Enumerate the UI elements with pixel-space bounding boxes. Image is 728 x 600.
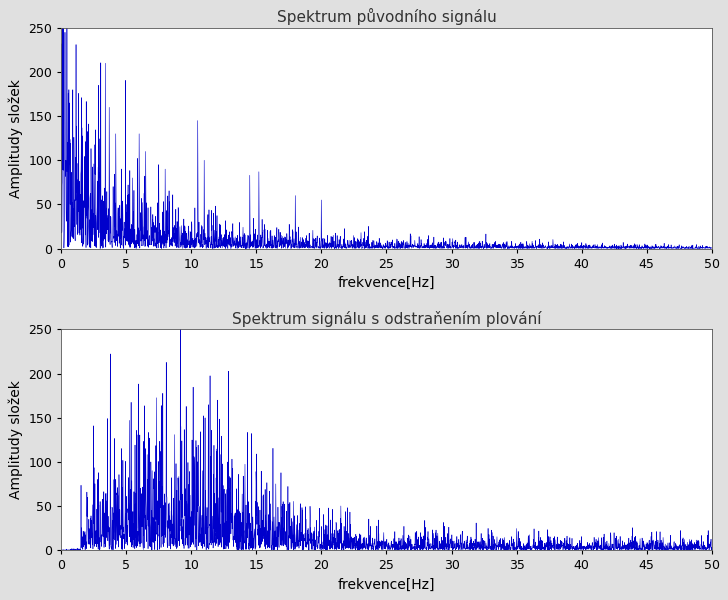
Title: Spektrum původního signálu: Spektrum původního signálu (277, 8, 496, 25)
Title: Spektrum signálu s odstraňením plování: Spektrum signálu s odstraňením plování (232, 311, 541, 327)
Y-axis label: Amplitudy složek: Amplitudy složek (8, 380, 23, 499)
X-axis label: frekvence[Hz]: frekvence[Hz] (338, 276, 435, 290)
X-axis label: frekvence[Hz]: frekvence[Hz] (338, 578, 435, 592)
Y-axis label: Amplitudy složek: Amplitudy složek (8, 79, 23, 197)
